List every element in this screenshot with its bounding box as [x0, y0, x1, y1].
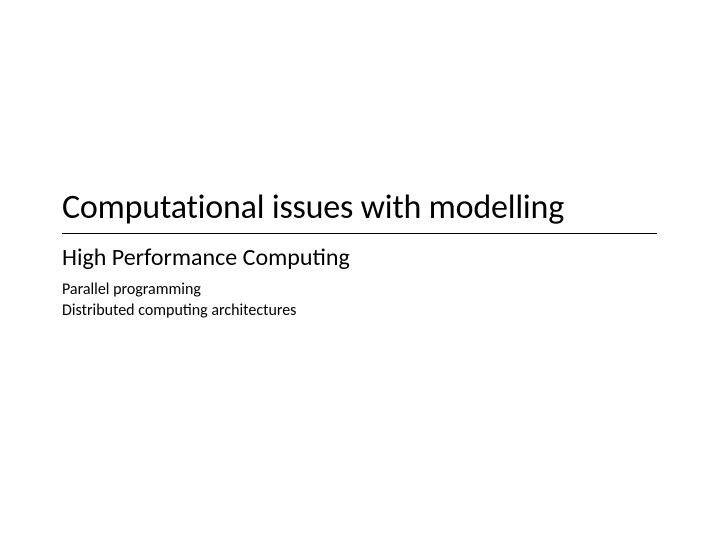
slide: Computational issues with modelling High…	[0, 0, 720, 540]
body-line-1: Parallel programming	[62, 279, 660, 301]
slide-subtitle: High Performance Computing	[62, 244, 660, 273]
body-line-2: Distributed computing architectures	[62, 300, 660, 322]
title-divider	[62, 233, 657, 234]
slide-title: Computational issues with modelling	[62, 188, 660, 227]
